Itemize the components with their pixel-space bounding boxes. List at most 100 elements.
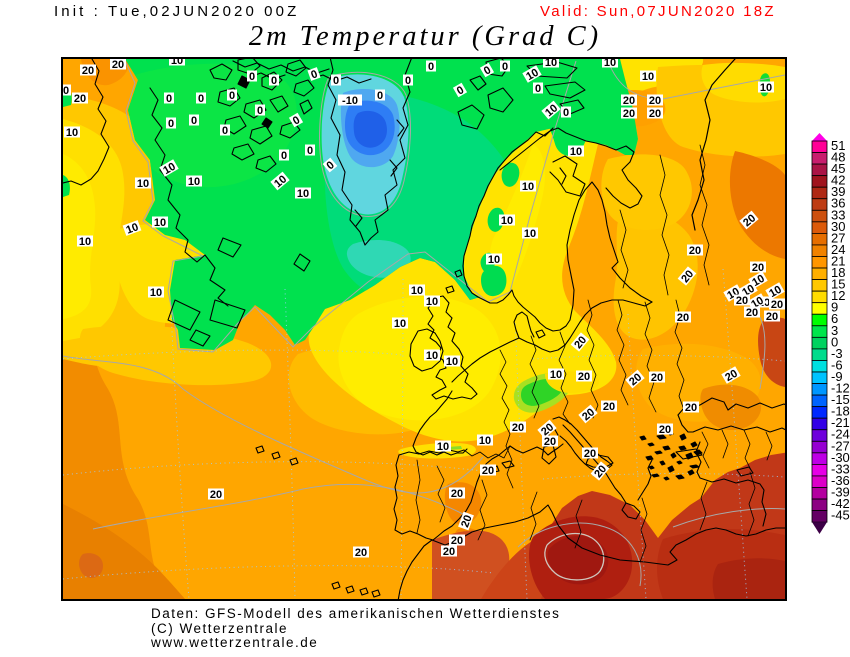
svg-text:10: 10 <box>125 221 141 236</box>
svg-text:20: 20 <box>512 422 524 434</box>
svg-text:0: 0 <box>482 64 493 77</box>
svg-text:20: 20 <box>544 436 556 448</box>
svg-text:10: 10 <box>154 217 166 229</box>
svg-text:20: 20 <box>746 307 758 319</box>
svg-text:15: 15 <box>831 277 845 292</box>
svg-text:0: 0 <box>222 125 228 137</box>
svg-text:10: 10 <box>642 71 654 83</box>
svg-text:10: 10 <box>426 350 438 362</box>
svg-text:33: 33 <box>831 207 845 222</box>
svg-text:45: 45 <box>831 161 845 176</box>
svg-text:3: 3 <box>831 323 838 338</box>
svg-text:-18: -18 <box>831 404 850 419</box>
svg-text:0: 0 <box>257 105 263 117</box>
svg-text:20: 20 <box>659 424 671 436</box>
svg-text:10: 10 <box>570 146 582 158</box>
svg-text:10: 10 <box>488 254 500 266</box>
svg-text:9: 9 <box>831 300 838 315</box>
svg-text:12: 12 <box>831 288 845 303</box>
svg-text:-30: -30 <box>831 450 850 465</box>
svg-text:0: 0 <box>281 150 287 162</box>
svg-text:20: 20 <box>603 401 615 413</box>
svg-text:-42: -42 <box>831 496 850 511</box>
svg-text:20: 20 <box>771 299 783 311</box>
svg-text:20: 20 <box>651 372 663 384</box>
svg-text:20: 20 <box>74 93 86 105</box>
svg-text:39: 39 <box>831 184 845 199</box>
svg-text:10: 10 <box>150 287 162 299</box>
svg-text:20: 20 <box>623 108 635 120</box>
svg-text:0: 0 <box>535 83 541 95</box>
svg-text:42: 42 <box>831 173 845 188</box>
svg-text:20: 20 <box>482 465 494 477</box>
svg-text:-21: -21 <box>831 415 850 430</box>
svg-text:-3: -3 <box>831 346 843 361</box>
svg-text:0: 0 <box>405 75 411 87</box>
svg-text:10: 10 <box>297 188 309 200</box>
svg-text:20: 20 <box>689 245 701 257</box>
svg-text:20: 20 <box>459 514 474 530</box>
svg-text:-15: -15 <box>831 392 850 407</box>
svg-text:10: 10 <box>479 435 491 447</box>
svg-text:20: 20 <box>752 262 764 274</box>
svg-text:10: 10 <box>446 356 458 368</box>
svg-text:0: 0 <box>166 93 172 105</box>
svg-text:20: 20 <box>736 295 748 307</box>
svg-text:0: 0 <box>309 68 319 81</box>
svg-text:-36: -36 <box>831 473 850 488</box>
svg-text:20: 20 <box>677 312 689 324</box>
svg-text:20: 20 <box>451 488 463 500</box>
svg-text:0: 0 <box>191 115 197 127</box>
svg-text:20: 20 <box>584 448 596 460</box>
svg-text:-6: -6 <box>831 357 843 372</box>
svg-text:20: 20 <box>685 402 697 414</box>
svg-text:10: 10 <box>604 59 616 69</box>
svg-text:10: 10 <box>394 318 406 330</box>
svg-text:-39: -39 <box>831 485 850 500</box>
svg-text:30: 30 <box>831 219 845 234</box>
svg-text:10: 10 <box>137 178 149 190</box>
svg-text:0: 0 <box>428 61 434 73</box>
svg-text:10: 10 <box>760 82 772 94</box>
svg-text:10: 10 <box>550 369 562 381</box>
svg-text:20: 20 <box>451 535 463 547</box>
svg-text:36: 36 <box>831 196 845 211</box>
svg-text:0: 0 <box>198 93 204 105</box>
svg-text:10: 10 <box>171 59 183 67</box>
svg-text:-12: -12 <box>831 381 850 396</box>
svg-text:51: 51 <box>831 138 845 153</box>
svg-text:6: 6 <box>831 311 838 326</box>
svg-text:0: 0 <box>63 85 69 97</box>
svg-text:10: 10 <box>501 215 513 227</box>
svg-text:10: 10 <box>66 127 78 139</box>
svg-text:0: 0 <box>333 75 339 87</box>
svg-text:21: 21 <box>831 254 845 269</box>
svg-text:20: 20 <box>766 311 778 323</box>
svg-text:10: 10 <box>767 284 784 301</box>
svg-text:0: 0 <box>377 90 383 102</box>
svg-text:10: 10 <box>522 181 534 193</box>
svg-text:10: 10 <box>426 296 438 308</box>
svg-text:20: 20 <box>82 65 94 77</box>
svg-text:20: 20 <box>112 59 124 71</box>
svg-text:10: 10 <box>524 228 536 240</box>
svg-text:-10: -10 <box>342 95 358 107</box>
svg-text:10: 10 <box>437 441 449 453</box>
svg-text:0: 0 <box>455 84 466 97</box>
svg-text:10: 10 <box>161 161 178 178</box>
svg-text:20: 20 <box>649 108 661 120</box>
svg-text:0: 0 <box>229 90 235 102</box>
svg-text:-9: -9 <box>831 369 843 384</box>
svg-text:20: 20 <box>723 368 740 385</box>
svg-text:24: 24 <box>831 242 845 257</box>
svg-text:48: 48 <box>831 150 845 165</box>
svg-text:20: 20 <box>623 95 635 107</box>
svg-text:-33: -33 <box>831 461 850 476</box>
svg-text:0: 0 <box>502 61 508 73</box>
svg-text:20: 20 <box>210 489 222 501</box>
svg-text:0: 0 <box>831 334 838 349</box>
svg-text:0: 0 <box>563 107 569 119</box>
svg-text:10: 10 <box>524 67 541 84</box>
svg-text:-45: -45 <box>831 508 850 523</box>
svg-text:20: 20 <box>443 546 455 558</box>
